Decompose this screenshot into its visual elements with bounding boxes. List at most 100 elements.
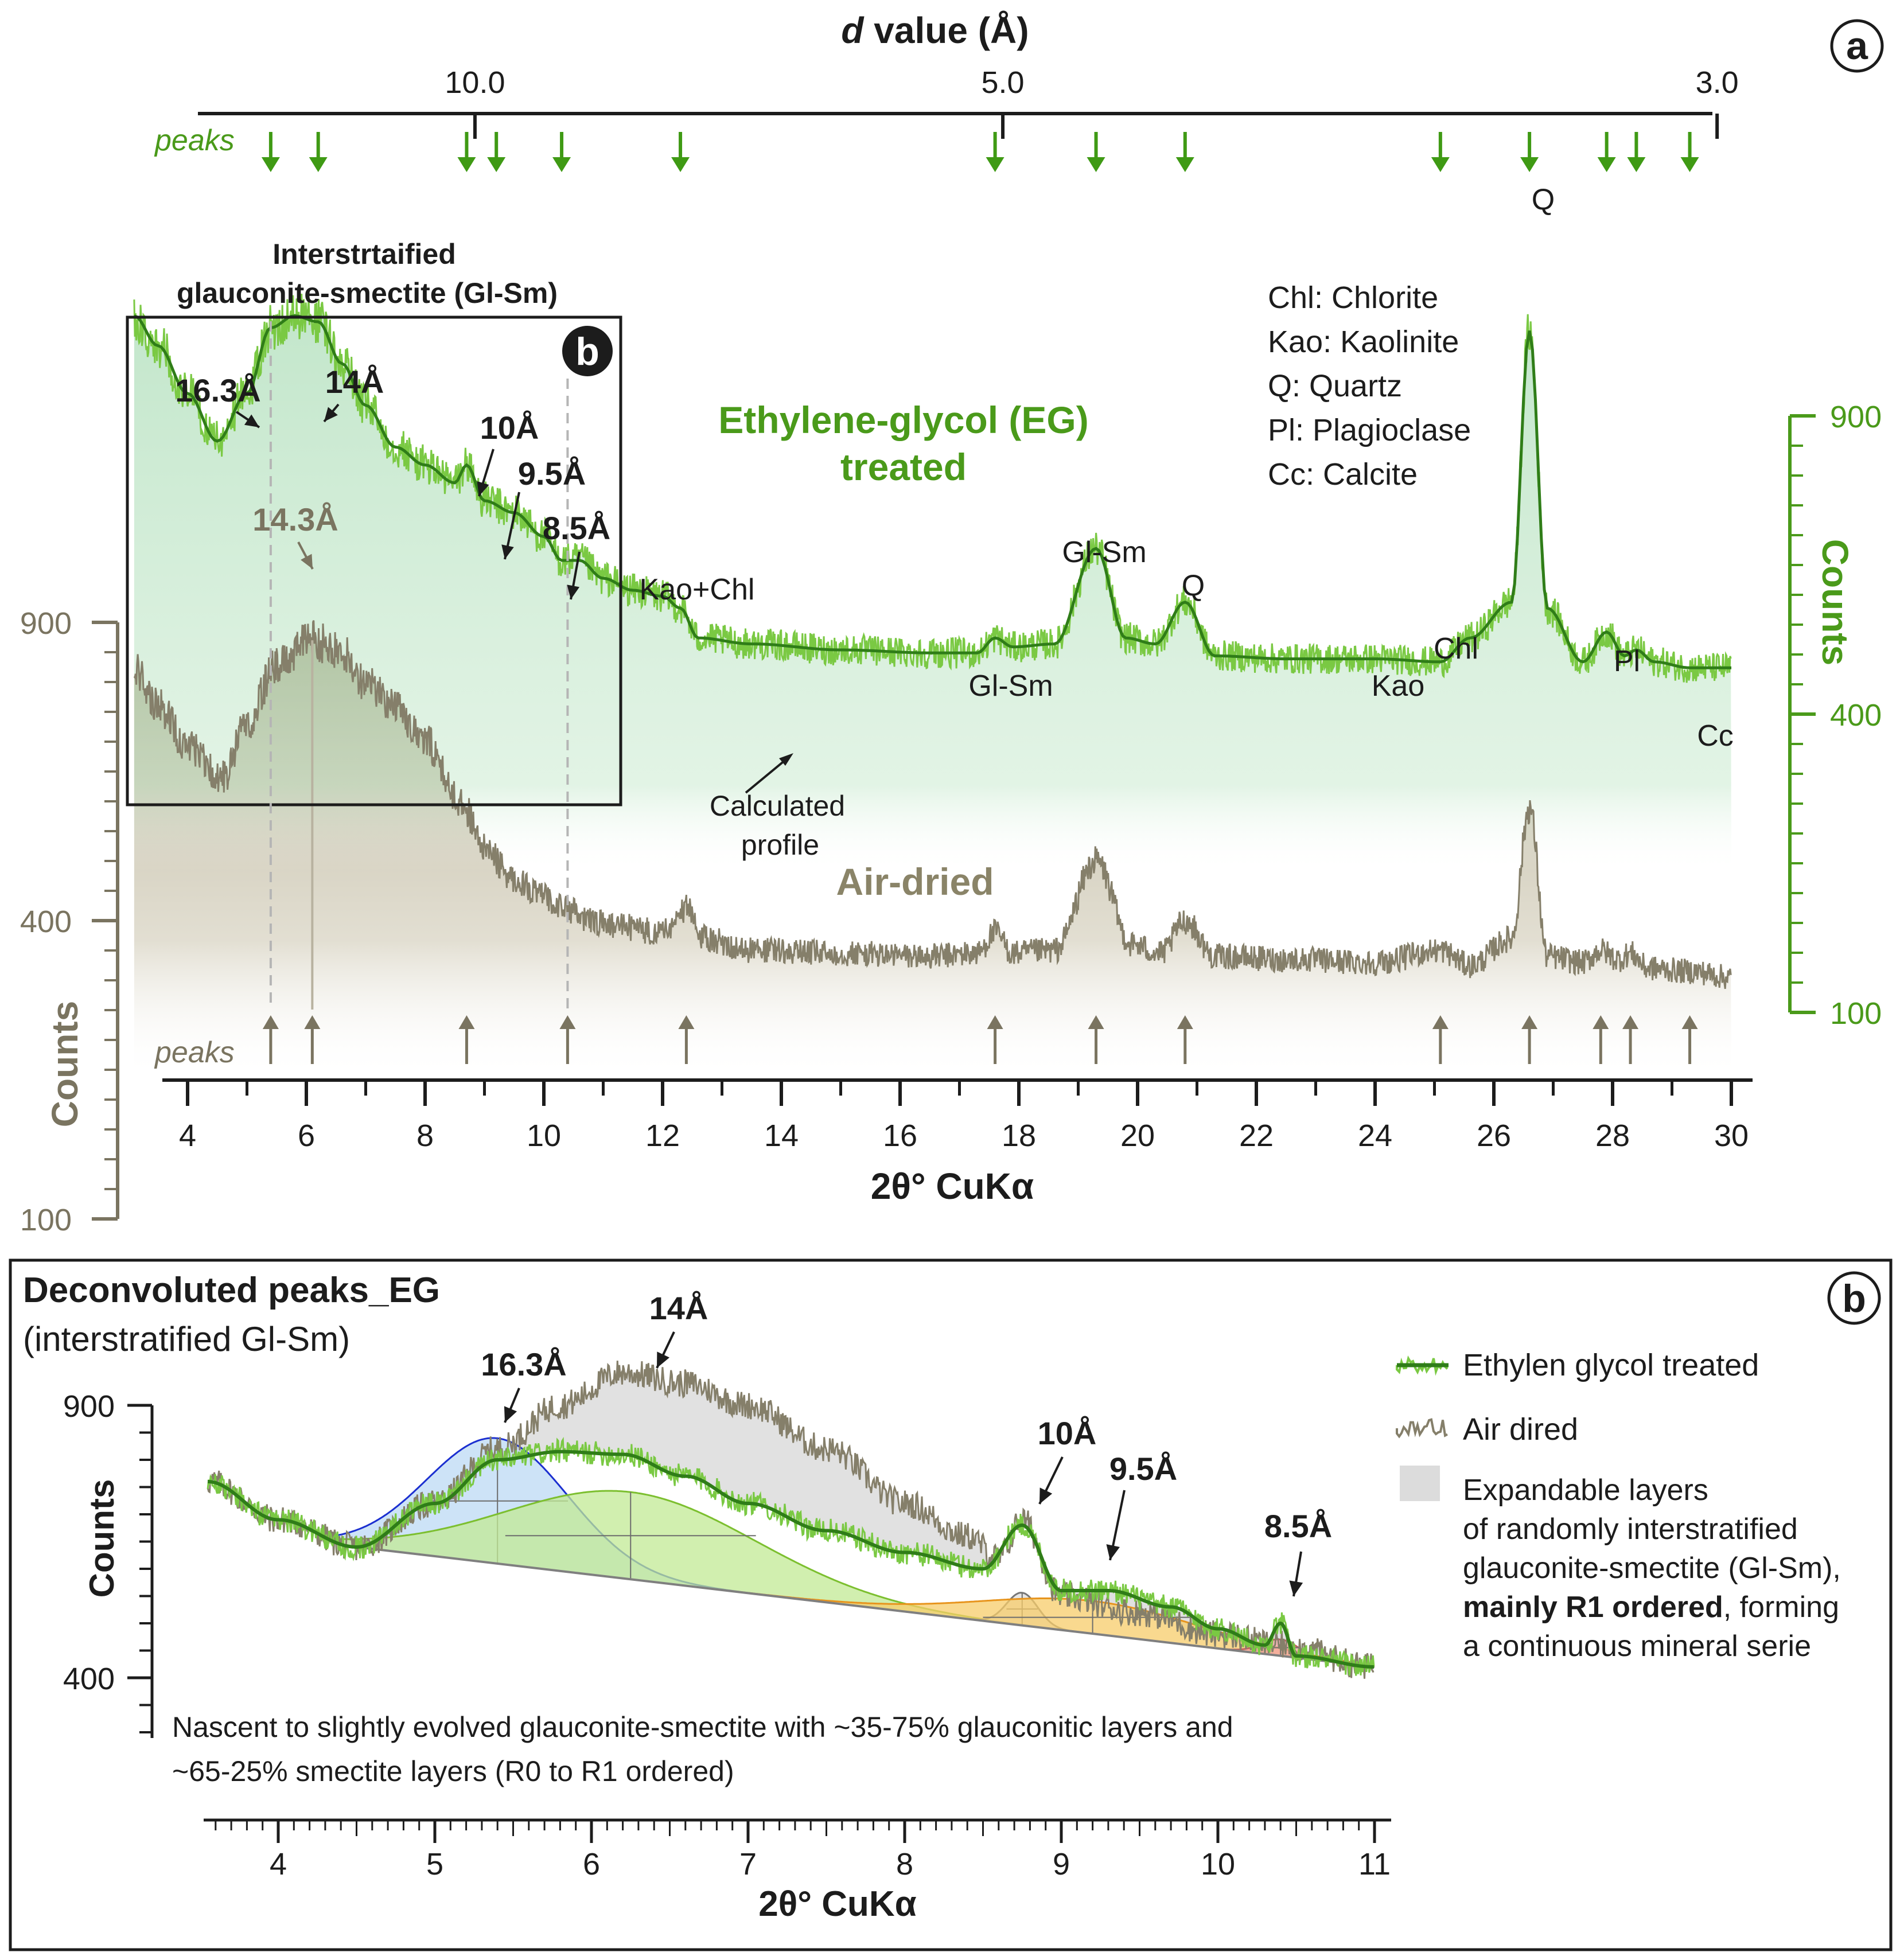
annotation-arrowhead: [324, 407, 338, 422]
x-tick-label-a: 16: [883, 1119, 917, 1153]
panel-a: a d value (Å) 10.0 5.0 3.0 peaks b Interst…: [20, 10, 1884, 1237]
peak-bottom-arrow-head: [1681, 1015, 1698, 1029]
annotation-label: Q: [1182, 569, 1205, 602]
eg-line: [133, 294, 1732, 683]
x-tick-label-a: 18: [1002, 1119, 1036, 1153]
x-tick-label-b: 8: [896, 1847, 913, 1881]
annotation-arrowhead-b: [657, 1351, 670, 1368]
peak-top-arrow-head: [1597, 157, 1616, 172]
annotation-label: 10Å: [480, 410, 539, 446]
peak-top-arrow-head: [1680, 157, 1699, 172]
x-axis-ticks-b: 4 5 6 7 8 9 10 11: [215, 1820, 1391, 1881]
annotation-label: Kao+Chl: [640, 573, 755, 606]
panel-b-badge-label: b: [1842, 1277, 1866, 1320]
annotation-label-b: 10Å: [1038, 1415, 1097, 1451]
abbrev-item: Cc: Calcite: [1268, 457, 1418, 492]
eg-calculated-profile-b: [208, 1449, 1374, 1669]
right-axis-title: Counts: [1815, 539, 1856, 665]
x-tick-label-a: 12: [645, 1119, 680, 1153]
eg-series-label: Ethylene-glycol (EG): [718, 399, 1088, 441]
peak-top-arrow-head: [457, 157, 476, 172]
annotation-arrowhead: [567, 585, 580, 599]
annotation-label-b: 8.5Å: [1264, 1508, 1332, 1544]
panel-b: b Deconvoluted peaks_EG (interstratified…: [9, 1258, 1893, 1951]
peaks-top-arrows: [261, 132, 1699, 172]
right-tick-label: 900: [1830, 400, 1882, 434]
x-tick-label-a: 28: [1595, 1119, 1630, 1153]
annotation-label: Kao: [1372, 669, 1425, 703]
annotation-arrowhead: [501, 544, 514, 559]
x-tick-label-a: 24: [1358, 1119, 1392, 1153]
y-axis-ticks-b: 900 400: [63, 1389, 152, 1733]
x-tick-label-a: 10: [527, 1119, 561, 1153]
legend-air-label: Air dired: [1463, 1412, 1578, 1447]
eg-area: [134, 294, 1731, 872]
peaks-bottom-label: peaks: [154, 1036, 235, 1069]
panel-b-badge-circle: [1827, 1271, 1881, 1325]
annotation-label: 9.5Å: [518, 455, 586, 492]
air-series-label: Air-dried: [836, 860, 994, 903]
panel-b-title: Deconvoluted peaks_EG: [23, 1271, 440, 1310]
peak-top-arrow-head: [309, 157, 328, 172]
annotation-arrowhead-b: [1106, 1544, 1120, 1560]
panel-b-frame: [9, 1258, 1893, 1951]
peak-top-arrow-head: [1087, 157, 1105, 172]
annotation-label: 16.3Å: [175, 372, 260, 408]
right-tick-label: 100: [1830, 996, 1882, 1031]
peak-bottom-arrow-head: [1622, 1015, 1639, 1029]
x-tick-label-a: 22: [1239, 1119, 1274, 1153]
air-dried-area: [134, 620, 1731, 1078]
annotation-label: Gl-Sm: [1062, 536, 1146, 569]
annotation-label: 8.5Å: [543, 510, 610, 546]
peak-top-arrow-head: [261, 157, 280, 172]
peak-top-arrow-head: [1431, 157, 1450, 172]
panel-b-legend: Ethylen glycol treated Air dired Expandabl…: [1396, 1348, 1841, 1663]
peak-bottom-arrow-head: [987, 1015, 1003, 1029]
x-tick-label-b: 7: [739, 1847, 757, 1881]
inset-b-badge-circle: [562, 326, 613, 376]
left-tick-label: 900: [20, 606, 72, 641]
peak-top-arrow-head: [671, 157, 690, 172]
annotation-label: 14Å: [325, 364, 384, 400]
x-axis-ticks-a: 4 6 8 10 12 14 16 18 20 22 24 26 28 30: [179, 1080, 1749, 1153]
spectra-areas: [133, 294, 1732, 1078]
legend-rest-part: , forming: [1723, 1591, 1839, 1624]
peak-top-arrow-head: [1520, 157, 1539, 172]
annotation-label-b: 9.5Å: [1109, 1451, 1177, 1487]
legend-eg-label: Ethylen glycol treated: [1463, 1348, 1759, 1382]
x-tick-label-b: 4: [270, 1847, 287, 1881]
x-axis-title-b: 2θ° CuKα: [758, 1884, 917, 1924]
panel-a-annotations: 16.3Å 14Å 10Å 9.5Å 8.5Å 14.3Å Kao+Chl Gl-Sm Gl-S…: [175, 183, 1734, 753]
panel-b-note-line2: ~65-25% smectite layers (R0 to R1 ordere…: [172, 1755, 734, 1787]
panel-b-annotations: 16.3Å 14Å 10Å 9.5Å 8.5Å: [481, 1290, 1332, 1597]
peak-top-arrow-head: [487, 157, 506, 172]
left-tick-label: 400: [20, 905, 72, 939]
x-tick-label-a: 26: [1477, 1119, 1511, 1153]
annotation-label-b: 16.3Å: [481, 1346, 566, 1382]
peak-top-arrow-head: [986, 157, 1004, 172]
annotation-label: Q: [1532, 183, 1555, 216]
x-tick-label-a: 14: [764, 1119, 799, 1153]
legend-expandable-line4: mainly R1 ordered, forming: [1463, 1591, 1839, 1624]
x-tick-label-b: 5: [426, 1847, 443, 1881]
calc-profile-arrowhead: [779, 753, 793, 766]
peak-bottom-arrow-head: [262, 1015, 279, 1029]
d-axis-title: d value (Å): [841, 10, 1029, 51]
peak-top-arrow-head: [1627, 157, 1646, 172]
legend-bold-part: mainly R1 ordered: [1463, 1591, 1723, 1624]
inset-title-line1: Interstrtaified: [272, 238, 456, 270]
legend-expandable-line1: Expandable layers: [1463, 1474, 1708, 1507]
left-tick-label: 100: [20, 1203, 72, 1237]
eg-series-label-line2: treated: [840, 446, 967, 488]
peak-bottom-arrow-head: [1177, 1015, 1193, 1029]
calc-profile-label-line2: profile: [741, 829, 819, 861]
x-axis-title-a: 2θ° CuKα: [871, 1166, 1034, 1207]
component-1-area: [325, 1491, 1132, 1639]
legend-expandable-line2: of randomly interstratified: [1463, 1513, 1798, 1546]
right-tick-label: 400: [1830, 698, 1882, 732]
left-axis-ticks: 900 400 100: [20, 606, 118, 1237]
legend-expandable-swatch: [1400, 1466, 1440, 1501]
panel-b-subtitle: (interstratified Gl-Sm): [23, 1320, 350, 1358]
annotation-label: Pl: [1614, 645, 1640, 678]
